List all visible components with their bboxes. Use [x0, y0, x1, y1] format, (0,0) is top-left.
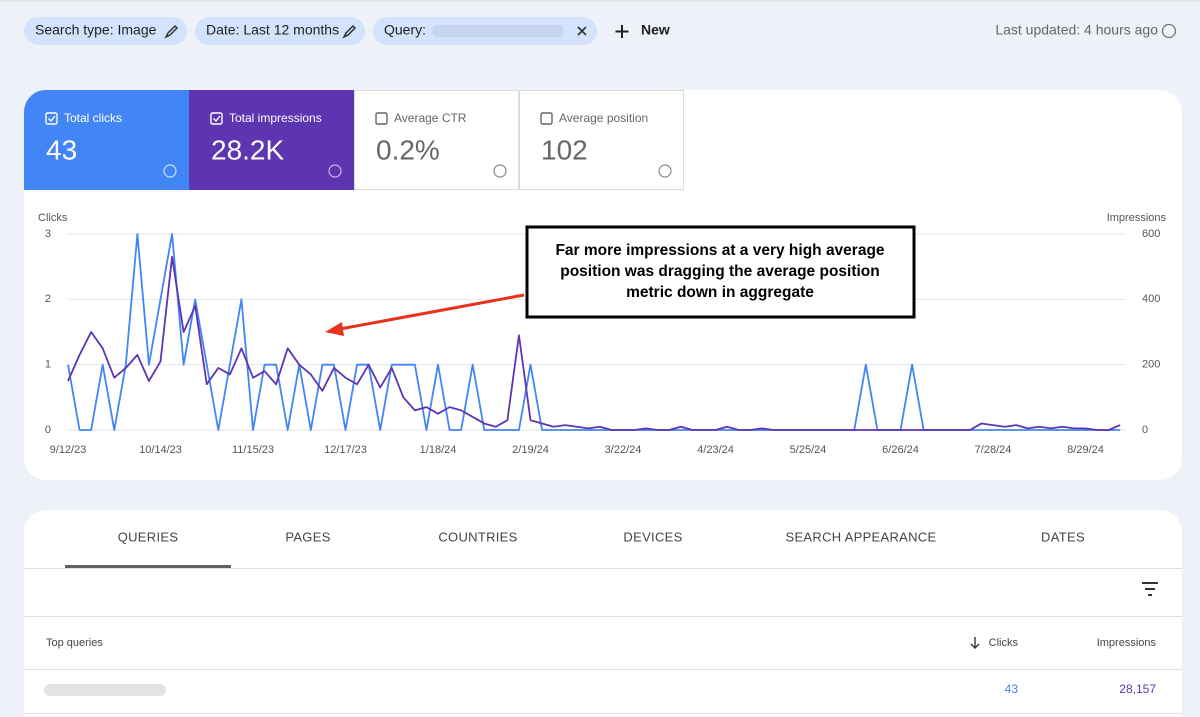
- tab-indicator: [65, 565, 231, 568]
- tab[interactable]: QUERIES: [118, 529, 179, 544]
- metric-value: 43: [46, 134, 77, 165]
- column-header[interactable]: Clicks: [989, 637, 1019, 649]
- column-header[interactable]: Top queries: [46, 637, 103, 649]
- chip-label: Query:: [384, 22, 426, 38]
- metric-tile-clicks[interactable]: [24, 90, 189, 190]
- tabs: QUERIES PAGES COUNTRIES DEVICES SEARCH APPEA…: [118, 529, 1085, 544]
- close-icon[interactable]: [577, 26, 587, 36]
- annotation-line: Far more impressions at a very high aver…: [555, 242, 884, 259]
- y-tick-label: 3: [45, 228, 51, 240]
- sort-icon: [970, 637, 980, 649]
- x-tick-label: 1/18/24: [420, 444, 457, 456]
- tab[interactable]: DEVICES: [623, 529, 682, 544]
- metric-checkboxes: [45, 112, 553, 125]
- metric-label: Average position: [559, 111, 648, 125]
- metric-tile-ctr[interactable]: [354, 90, 519, 190]
- cell-clicks: 43: [1005, 682, 1019, 696]
- y2-tick-label: 0: [1142, 424, 1148, 436]
- chart: Clicks Impressions 0 1 2 3 0 200 400 600 9/12/23…: [38, 212, 1167, 456]
- x-tick-label: 5/25/24: [790, 444, 827, 456]
- filter-icon[interactable]: [1142, 582, 1158, 596]
- y2-axis-title: Impressions: [1107, 212, 1167, 224]
- checkbox[interactable]: [540, 112, 553, 125]
- metric-label: Total impressions: [229, 111, 322, 125]
- metric-value: 28.2K: [211, 134, 284, 165]
- metric-help-icons: [163, 164, 672, 178]
- checkbox[interactable]: [375, 112, 388, 125]
- tab[interactable]: DATES: [1041, 529, 1085, 544]
- chip-label: Date: Last 12 months: [206, 22, 339, 38]
- metric-tile-impressions[interactable]: [189, 90, 354, 190]
- edit-icon[interactable]: [342, 24, 357, 39]
- metric-label: Average CTR: [394, 111, 467, 125]
- check: [48, 115, 56, 123]
- new-button[interactable]: New: [641, 22, 670, 38]
- y2-tick-label: 600: [1142, 228, 1160, 240]
- blurred-query: [432, 25, 564, 37]
- chip-label: Search type: Image: [35, 22, 157, 38]
- x-tick-label: 9/12/23: [50, 444, 87, 456]
- tab[interactable]: PAGES: [285, 529, 330, 544]
- last-updated: Last updated: 4 hours ago: [995, 22, 1158, 38]
- metric-label: Total clicks: [64, 111, 122, 125]
- y-axis-title: Clicks: [38, 212, 68, 224]
- help-icon[interactable]: [658, 164, 672, 178]
- x-tick-label: 4/23/24: [697, 444, 734, 456]
- add-icon[interactable]: [615, 25, 629, 38]
- series-line: [67, 255, 1121, 431]
- table-card: [24, 510, 1182, 717]
- y2-tick-label: 400: [1142, 293, 1160, 305]
- edit-icon[interactable]: [164, 24, 179, 39]
- arrow-head: [325, 322, 344, 336]
- x-tick-label: 12/17/23: [324, 444, 367, 456]
- y2-tick-label: 200: [1142, 359, 1160, 371]
- filter-chip[interactable]: [24, 17, 187, 45]
- help-icon[interactable]: [1161, 23, 1177, 39]
- annotation-line: metric down in aggregate: [626, 284, 814, 301]
- blurred-query: [44, 684, 166, 696]
- metric-value: 0.2%: [376, 134, 440, 165]
- checkbox[interactable]: [45, 112, 58, 125]
- tab[interactable]: COUNTRIES: [438, 529, 517, 544]
- filter-chip[interactable]: [195, 17, 365, 45]
- x-tick-label: 2/19/24: [512, 444, 549, 456]
- help-icon[interactable]: [493, 164, 507, 178]
- y-tick-label: 0: [45, 424, 51, 436]
- annotation-box: [525, 225, 916, 319]
- x-tick-label: 7/28/24: [975, 444, 1012, 456]
- column-header[interactable]: Impressions: [1097, 637, 1157, 649]
- help-icon[interactable]: [328, 164, 342, 178]
- y-tick-label: 2: [45, 293, 51, 305]
- tab[interactable]: SEARCH APPEARANCE: [785, 529, 936, 544]
- x-tick-label: 3/22/24: [605, 444, 642, 456]
- x-tick-label: 8/29/24: [1067, 444, 1104, 456]
- annotation-arrow: [339, 293, 525, 331]
- checkbox[interactable]: [210, 112, 223, 125]
- cell-impressions: 28,157: [1119, 682, 1156, 696]
- x-tick-label: 10/14/23: [139, 444, 182, 456]
- x-tick-label: 6/26/24: [882, 444, 919, 456]
- x-tick-label: 11/15/23: [232, 444, 274, 456]
- annotation-line: position was dragging the average positi…: [560, 263, 880, 280]
- metric-value: 102: [541, 134, 588, 165]
- check: [213, 115, 221, 123]
- metric-tile-position[interactable]: [519, 90, 684, 190]
- y-tick-label: 1: [45, 359, 51, 371]
- help-icon[interactable]: [163, 164, 177, 178]
